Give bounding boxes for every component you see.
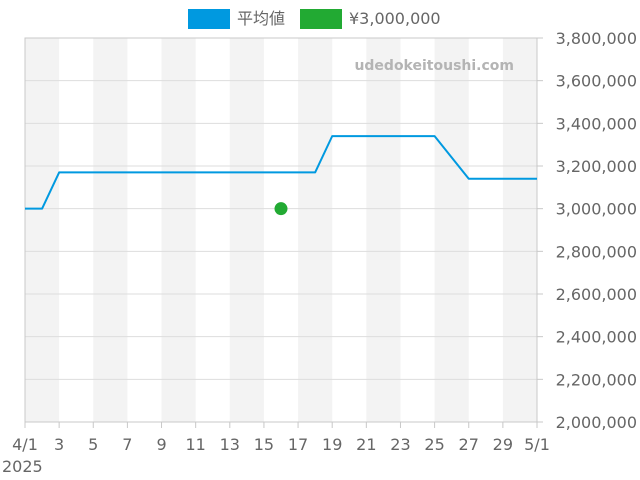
x-tick-label: 9	[156, 435, 166, 454]
x-tick-label: 11	[185, 435, 205, 454]
y-tick-label: 2,400,000	[556, 328, 637, 347]
x-axis-year-label: 2025	[2, 457, 43, 476]
x-tick-label: 19	[322, 435, 342, 454]
y-tick-label: 3,800,000	[556, 29, 637, 48]
y-axis-ticks: 2,000,000 2,200,000 2,400,000 2,600,000 2,80…	[537, 29, 637, 432]
shaded-band	[366, 38, 401, 422]
shaded-band	[502, 38, 537, 422]
x-tick-label: 27	[459, 435, 479, 454]
shaded-band	[298, 38, 333, 422]
x-tick-label: 29	[493, 435, 513, 454]
watermark-text: udedokeitoushi.com	[354, 58, 514, 74]
shaded-band	[93, 38, 128, 422]
series-layer	[25, 135, 537, 216]
x-tick-label: 5	[88, 435, 98, 454]
shaded-band	[229, 38, 264, 422]
x-tick-label: 17	[288, 435, 308, 454]
x-axis-ticks: 4/1 3 5 7 9 11 13 15 17 19 21 23 25 27 29 5/1	[12, 422, 550, 454]
shaded-band	[161, 38, 196, 422]
y-tick-label: 2,800,000	[556, 242, 637, 261]
x-tick-label: 25	[424, 435, 444, 454]
legend: 平均値 ¥3,000,000	[188, 9, 441, 29]
x-tick-label: 4/1	[12, 435, 38, 454]
plot-border	[24, 37, 538, 423]
x-tick-label: 23	[390, 435, 410, 454]
x-tick-label: 15	[254, 435, 274, 454]
shaded-bands	[25, 38, 537, 422]
y-tick-label: 3,400,000	[556, 114, 637, 133]
legend-item-reference-price[interactable]: ¥3,000,000	[300, 9, 441, 29]
legend-item-average[interactable]: 平均値	[188, 9, 285, 29]
shaded-band	[434, 38, 469, 422]
x-tick-label: 7	[122, 435, 132, 454]
x-tick-label: 5/1	[524, 435, 550, 454]
y-tick-label: 3,200,000	[556, 157, 637, 176]
legend-swatch-reference-price	[300, 9, 342, 29]
y-tick-label: 2,200,000	[556, 370, 637, 389]
legend-swatch-average	[188, 9, 230, 29]
x-tick-label: 21	[356, 435, 376, 454]
y-tick-label: 2,600,000	[556, 285, 637, 304]
y-tick-label: 3,600,000	[556, 72, 637, 91]
legend-label-average: 平均値	[237, 9, 285, 28]
y-tick-label: 2,000,000	[556, 413, 637, 432]
x-tick-label: 13	[220, 435, 240, 454]
series-point-reference-price[interactable]	[274, 202, 288, 216]
legend-label-reference-price: ¥3,000,000	[349, 9, 441, 28]
series-line-average	[25, 135, 537, 210]
y-tick-label: 3,000,000	[556, 200, 637, 219]
x-tick-label: 3	[54, 435, 64, 454]
shaded-band	[25, 38, 60, 422]
